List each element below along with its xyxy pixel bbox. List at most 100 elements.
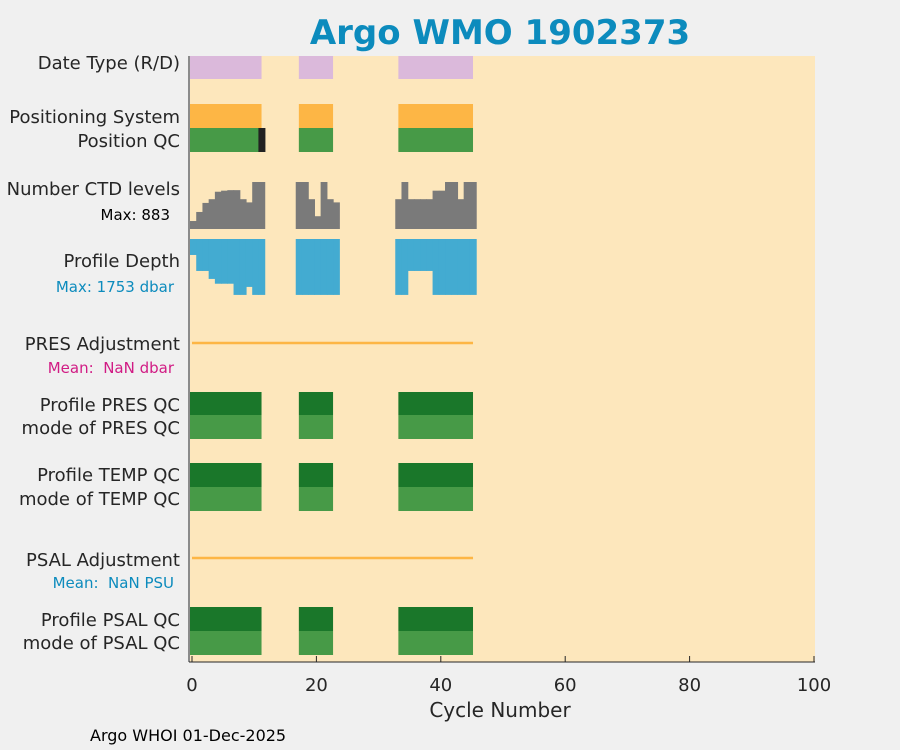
date-type-bar-2 [398, 56, 474, 79]
profile-temp-qc-bar-1 [298, 463, 334, 487]
positioning-system-bar-2 [398, 104, 474, 128]
profile-depth-bar-10 [252, 239, 260, 295]
profile-depth-bar-11 [258, 239, 266, 295]
ctd-level-bar-16 [320, 182, 328, 229]
ctd-level-bar-24 [426, 199, 434, 229]
ctd-level-bar-31 [469, 182, 477, 229]
ctd-level-bar-28 [451, 182, 459, 229]
ctd-level-bar-12 [295, 182, 303, 229]
mode-temp-qc-bar-1 [298, 487, 334, 511]
profile-depth-bar-0 [190, 239, 197, 255]
label-profile-psal-qc: Profile PSAL QC [41, 610, 180, 631]
profile-depth-bar-13 [301, 239, 309, 295]
x-tick-label-0: 0 [186, 675, 197, 696]
ctd-level-bar-14 [308, 199, 315, 229]
label-positioning-system: Positioning System [9, 107, 180, 128]
chart-title: Argo WMO 1902373 [310, 13, 690, 53]
label-number-ctd-levels: Number CTD levels [7, 179, 180, 200]
profile-depth-bar-19 [395, 239, 403, 295]
ctd-level-bar-0 [190, 221, 197, 229]
positioning-system-bar-1 [298, 104, 334, 128]
ctd-level-bar-11 [258, 182, 266, 229]
profile-depth-bar-12 [295, 239, 303, 295]
ctd-level-bar-29 [457, 199, 465, 229]
ctd-level-bar-25 [432, 190, 440, 229]
date-type-bar-0 [190, 56, 262, 79]
profile-depth-bar-16 [320, 239, 328, 295]
mode-pres-qc-bar-1 [298, 415, 334, 439]
profile-depth-bar-6 [227, 239, 235, 284]
label-profile-temp-qc: Profile TEMP QC [37, 465, 180, 486]
ctd-level-bar-1 [196, 211, 204, 229]
label-mode-psal-qc: mode of PSAL QC [23, 633, 180, 654]
label-depth-max: Max: 1753 dbar [56, 278, 175, 296]
profile-depth-bar-2 [202, 239, 210, 271]
profile-depth-bar-26 [438, 239, 446, 295]
ctd-level-bar-20 [401, 182, 409, 229]
profile-psal-qc-bar-1 [298, 607, 334, 631]
position-qc-bad-mark-0 [258, 128, 266, 152]
profile-pres-qc-bar-2 [398, 392, 474, 415]
profile-depth-bar-5 [221, 239, 228, 284]
ctd-level-bar-9 [245, 202, 253, 229]
position-qc-bar-1 [298, 128, 334, 152]
profile-temp-qc-bar-0 [190, 463, 262, 487]
profile-depth-bar-4 [214, 239, 222, 284]
date-type-bar-1 [298, 56, 334, 79]
ctd-level-bar-2 [202, 202, 210, 229]
profile-depth-bar-14 [308, 239, 315, 295]
profile-depth-bar-21 [407, 239, 415, 271]
profile-depth-bar-18 [333, 239, 340, 295]
profile-depth-bar-15 [314, 239, 322, 295]
profile-psal-qc-bar-0 [190, 607, 262, 631]
ctd-level-bar-17 [326, 199, 334, 229]
label-psal-adjustment-mean: Mean: NaN PSU [53, 574, 174, 592]
x-tick-label-60: 60 [554, 675, 577, 696]
profile-pres-qc-bar-1 [298, 392, 334, 415]
profile-depth-bar-22 [413, 239, 421, 271]
profile-depth-bar-24 [426, 239, 434, 271]
profile-depth-bar-7 [233, 239, 241, 295]
ctd-level-bar-18 [333, 202, 340, 229]
label-pres-adjustment: PRES Adjustment [25, 334, 180, 355]
label-ctd-max: Max: 883 [101, 206, 170, 224]
profile-depth-bar-17 [326, 239, 334, 295]
position-qc-bar-0 [190, 128, 262, 152]
profile-depth-bar-25 [432, 239, 440, 295]
profile-depth-bar-23 [420, 239, 427, 271]
ctd-level-bar-19 [395, 199, 403, 229]
profile-pres-qc-bar-0 [190, 392, 262, 415]
mode-pres-qc-bar-0 [190, 415, 262, 439]
label-profile-pres-qc: Profile PRES QC [40, 395, 180, 416]
ctd-level-bar-13 [301, 182, 309, 229]
profile-depth-bar-31 [469, 239, 477, 295]
ctd-level-bar-4 [214, 191, 222, 229]
x-tick-label-40: 40 [429, 675, 452, 696]
ctd-level-bar-10 [252, 182, 260, 229]
ctd-level-bar-7 [233, 190, 241, 229]
profile-depth-bar-28 [451, 239, 459, 295]
label-mode-temp-qc: mode of TEMP QC [19, 489, 180, 510]
position-qc-bar-2 [398, 128, 474, 152]
mode-psal-qc-bar-2 [398, 631, 474, 655]
x-tick-label-80: 80 [678, 675, 701, 696]
label-position-qc: Position QC [77, 131, 180, 152]
ctd-level-bar-30 [463, 182, 471, 229]
ctd-level-bar-15 [314, 216, 322, 229]
label-date-type: Date Type (R/D) [38, 53, 180, 74]
mode-temp-qc-bar-2 [398, 487, 474, 511]
profile-depth-bar-9 [245, 239, 253, 287]
profile-temp-qc-bar-2 [398, 463, 474, 487]
ctd-level-bar-27 [445, 182, 452, 229]
x-tick-label-20: 20 [305, 675, 328, 696]
profile-depth-bar-30 [463, 239, 471, 295]
ctd-level-bar-26 [438, 190, 446, 229]
label-psal-adjustment: PSAL Adjustment [26, 550, 180, 571]
x-axis: 0 20 40 60 80 100 [186, 56, 831, 696]
mode-temp-qc-bar-0 [190, 487, 262, 511]
profile-depth-bar-29 [457, 239, 465, 295]
ctd-level-bar-22 [413, 199, 421, 229]
footer-credit: Argo WHOI 01-Dec-2025 [90, 726, 286, 745]
ctd-level-bar-3 [208, 199, 216, 229]
